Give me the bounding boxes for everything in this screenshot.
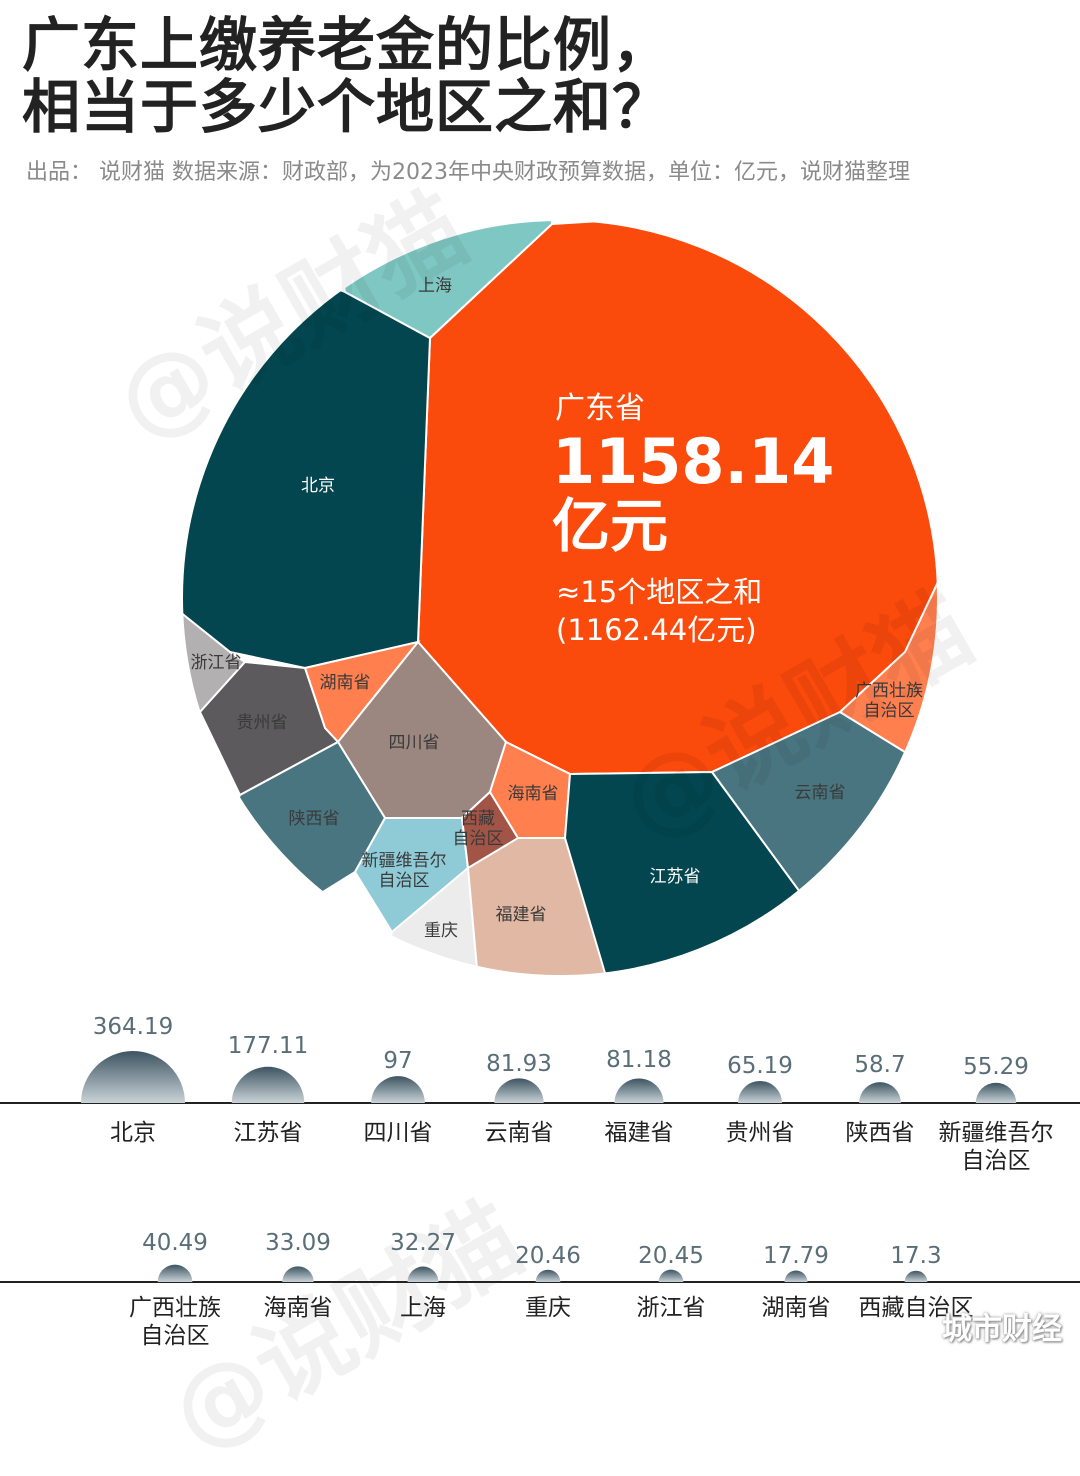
cell-label-7-1: 自治区 xyxy=(379,871,430,891)
callout-compare: ≈15个地区之和 xyxy=(556,575,762,609)
cell-labels: 北京上海浙江省湖南省贵州省四川省陕西省新疆维吾尔自治区重庆福建省西藏自治区海南省… xyxy=(191,276,924,941)
bubble-1 xyxy=(282,1266,314,1282)
callout-unit: 亿元 xyxy=(552,492,668,560)
category-label-6-0: 西藏自治区 xyxy=(859,1295,974,1321)
bubble-value-2: 32.27 xyxy=(390,1230,456,1256)
chart-outline xyxy=(181,219,939,977)
bubble-7 xyxy=(975,1082,1017,1103)
bubble-value-3: 81.93 xyxy=(486,1051,552,1077)
bubble-5 xyxy=(784,1270,808,1282)
cell-label-3-0: 湖南省 xyxy=(320,673,371,693)
category-label-4-0: 浙江省 xyxy=(637,1295,706,1321)
cell-label-6-0: 陕西省 xyxy=(289,809,340,829)
cell-label-5-0: 四川省 xyxy=(389,733,440,753)
title-line-2: 相当于多少个地区之和？ xyxy=(22,73,672,141)
category-label-5-0: 湖南省 xyxy=(762,1295,831,1321)
cell-label-11-0: 海南省 xyxy=(508,784,559,804)
bubble-3 xyxy=(494,1078,544,1103)
bubble-1 xyxy=(231,1066,305,1103)
bubble-value-3: 20.46 xyxy=(515,1243,581,1269)
category-label-0-0: 北京 xyxy=(110,1120,156,1146)
category-label-0-1: 自治区 xyxy=(141,1323,210,1349)
callout-region: 广东省 xyxy=(555,391,645,426)
bubble-value-4: 20.45 xyxy=(638,1243,704,1269)
cell-label-7-0: 新疆维吾尔 xyxy=(362,851,447,871)
bubble-2 xyxy=(371,1076,425,1103)
category-label-1-0: 海南省 xyxy=(264,1295,333,1321)
cell-label-9-0: 福建省 xyxy=(496,905,547,925)
cell-label-12-0: 江苏省 xyxy=(650,867,701,887)
title-line-1: 广东上缴养老金的比例， xyxy=(22,11,672,79)
cell-label-4-0: 贵州省 xyxy=(237,713,288,733)
voronoi-treemap: 北京上海浙江省湖南省贵州省四川省陕西省新疆维吾尔自治区重庆福建省西藏自治区海南省… xyxy=(181,219,939,977)
bubble-value-6: 17.3 xyxy=(890,1243,941,1269)
cell-label-14-0: 广西壮族 xyxy=(855,681,923,701)
cell-label-14-1: 自治区 xyxy=(864,701,915,721)
category-label-7-1: 自治区 xyxy=(962,1148,1031,1174)
bubble-value-1: 33.09 xyxy=(265,1230,331,1256)
bubble-value-7: 55.29 xyxy=(963,1054,1029,1080)
bubble-6 xyxy=(904,1270,928,1282)
bubble-2 xyxy=(407,1266,439,1282)
category-label-2-0: 上海 xyxy=(400,1295,446,1321)
cells-group xyxy=(182,220,938,976)
cell-label-1-0: 上海 xyxy=(418,276,452,296)
category-label-6-0: 陕西省 xyxy=(846,1120,915,1146)
corner-tag: 城市财经 xyxy=(942,1312,1062,1347)
bubble-6 xyxy=(859,1082,901,1103)
category-label-2-0: 四川省 xyxy=(364,1120,433,1146)
bubble-0 xyxy=(81,1051,185,1103)
category-label-0-0: 广西壮族 xyxy=(129,1295,221,1321)
cell-label-0-0: 北京 xyxy=(301,476,335,496)
bubble-3 xyxy=(535,1269,561,1282)
category-label-7-0: 新疆维吾尔 xyxy=(939,1120,1054,1146)
bubble-value-5: 65.19 xyxy=(727,1053,793,1079)
category-label-3-0: 云南省 xyxy=(485,1120,554,1146)
cell-label-10-1: 自治区 xyxy=(453,829,504,849)
category-label-5-0: 贵州省 xyxy=(726,1120,795,1146)
bubble-value-0: 364.19 xyxy=(93,1014,173,1040)
page-title: 广东上缴养老金的比例， 相当于多少个地区之和？ xyxy=(22,14,1062,138)
category-label-1-0: 江苏省 xyxy=(234,1120,303,1146)
bubble-0 xyxy=(157,1264,193,1282)
bubble-value-4: 81.18 xyxy=(606,1047,672,1073)
bubble-4 xyxy=(614,1078,664,1103)
bubble-value-0: 40.49 xyxy=(142,1230,208,1256)
bubble-row-1: 364.19 北京 177.11 江苏省 97 四川省 81.93 云南省 81.18 福建省 65… xyxy=(0,1014,1080,1174)
bubble-4 xyxy=(658,1269,684,1282)
cell-11 xyxy=(488,740,572,839)
bubble-value-6: 58.7 xyxy=(854,1052,905,1078)
cell-label-10-0: 西藏 xyxy=(461,809,495,829)
callout-value: 1158.14 xyxy=(552,425,834,498)
cell-label-2-0: 浙江省 xyxy=(191,653,242,673)
bubble-value-2: 97 xyxy=(383,1048,412,1074)
callout-sum: (1162.44亿元) xyxy=(556,613,757,647)
category-label-4-0: 福建省 xyxy=(605,1120,674,1146)
bubble-value-5: 17.79 xyxy=(763,1243,829,1269)
cell-label-13-0: 云南省 xyxy=(795,783,846,803)
guangdong-callout: 广东省 1158.14 亿元 ≈15个地区之和 (1162.44亿元) xyxy=(552,391,834,647)
bubble-value-1: 177.11 xyxy=(228,1033,308,1059)
bubble-5 xyxy=(737,1080,783,1103)
cell-label-8-0: 重庆 xyxy=(424,921,458,941)
category-label-3-0: 重庆 xyxy=(525,1295,571,1321)
source-note: 出品： 说财猫 数据来源：财政部，为2023年中央财政预算数据，单位：亿元，说财… xyxy=(26,160,910,185)
